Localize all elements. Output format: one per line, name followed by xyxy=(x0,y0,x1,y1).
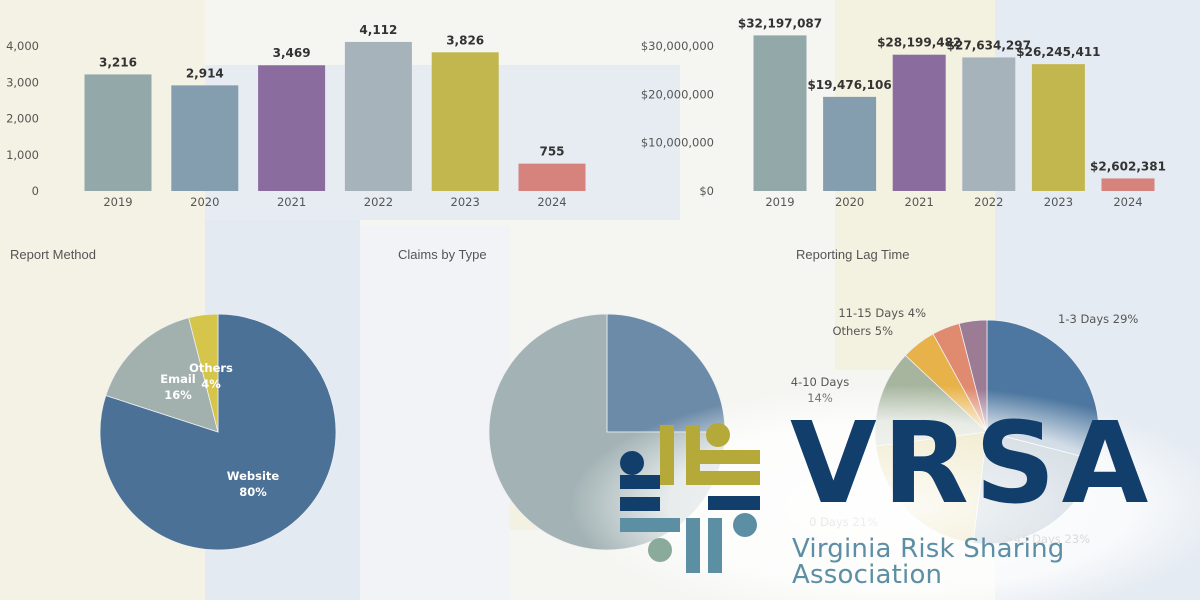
amount-ytick: $0 xyxy=(699,184,714,198)
amount-bar-2019 xyxy=(754,35,807,191)
report-method-slice-pct: 80% xyxy=(239,485,267,499)
report-method-slice-name: Others xyxy=(189,361,233,375)
report-method-slice-pct: 4% xyxy=(201,377,221,391)
count-value-label: 3,826 xyxy=(446,33,484,47)
report-method-slice-pct: 16% xyxy=(164,388,192,402)
amount-xtick: 2022 xyxy=(974,195,1003,209)
lag-slice-label: Others 5% xyxy=(832,324,893,338)
amount-bar-2021 xyxy=(893,55,946,191)
count-xtick: 2023 xyxy=(451,195,480,209)
amount-ytick: $30,000,000 xyxy=(641,39,714,53)
amount-xtick: 2023 xyxy=(1044,195,1073,209)
amount-xtick: 2020 xyxy=(835,195,864,209)
vrsa-tagline: Virginia Risk Sharing Association xyxy=(792,536,1200,588)
amount-ytick: $10,000,000 xyxy=(641,136,714,150)
amount-value-label: $19,476,106 xyxy=(807,78,891,92)
claims-count-bar-chart: 0 1,000 2,000 3,000 4,000 3,216 2019 2,914 2020 3… xyxy=(0,0,600,240)
lag-slice-name: 4-10 Days xyxy=(791,375,849,389)
amount-value-label: $32,197,087 xyxy=(738,16,822,30)
count-bar-2019 xyxy=(85,74,152,191)
count-xtick: 2022 xyxy=(364,195,393,209)
report-method-slice-name: Website xyxy=(227,469,280,483)
count-value-label: 3,469 xyxy=(273,46,311,60)
count-value-label: 3,216 xyxy=(99,55,137,69)
vrsa-wordmark: VRSA xyxy=(790,408,1154,520)
amount-xtick: 2019 xyxy=(765,195,794,209)
count-bar-2022 xyxy=(345,42,412,191)
amount-value-label: $26,245,411 xyxy=(1016,45,1100,59)
amount-ytick: $20,000,000 xyxy=(641,87,714,101)
lag-slice-label: 11-15 Days 4% xyxy=(838,306,926,320)
count-bar-2023 xyxy=(432,52,499,191)
amount-bar-2020 xyxy=(823,97,876,191)
lag-slice-label: 1-3 Days 29% xyxy=(1058,312,1138,326)
count-ytick: 0 xyxy=(32,184,39,198)
count-value-label: 4,112 xyxy=(359,23,397,37)
amount-value-label: $2,602,381 xyxy=(1090,159,1166,173)
claims-amount-bar-chart: $0 $10,000,000 $20,000,000 $30,000,000 $32,1… xyxy=(600,0,1200,240)
amount-bar-2024 xyxy=(1102,178,1155,191)
amount-bar-2023 xyxy=(1032,64,1085,191)
count-bar-2021 xyxy=(258,65,325,191)
count-ytick: 3,000 xyxy=(6,75,39,89)
count-ytick: 1,000 xyxy=(6,148,39,162)
count-xtick: 2021 xyxy=(277,195,306,209)
count-bar-2020 xyxy=(171,85,238,191)
amount-xtick: 2021 xyxy=(905,195,934,209)
count-value-label: 755 xyxy=(539,145,564,159)
amount-bar-2022 xyxy=(962,57,1015,191)
count-ytick: 2,000 xyxy=(6,112,39,126)
amount-xtick: 2024 xyxy=(1113,195,1142,209)
count-xtick: 2020 xyxy=(190,195,219,209)
count-bar-2024 xyxy=(519,164,586,191)
count-xtick: 2019 xyxy=(103,195,132,209)
count-xtick: 2024 xyxy=(537,195,566,209)
count-value-label: 2,914 xyxy=(186,66,224,80)
count-ytick: 4,000 xyxy=(6,39,39,53)
